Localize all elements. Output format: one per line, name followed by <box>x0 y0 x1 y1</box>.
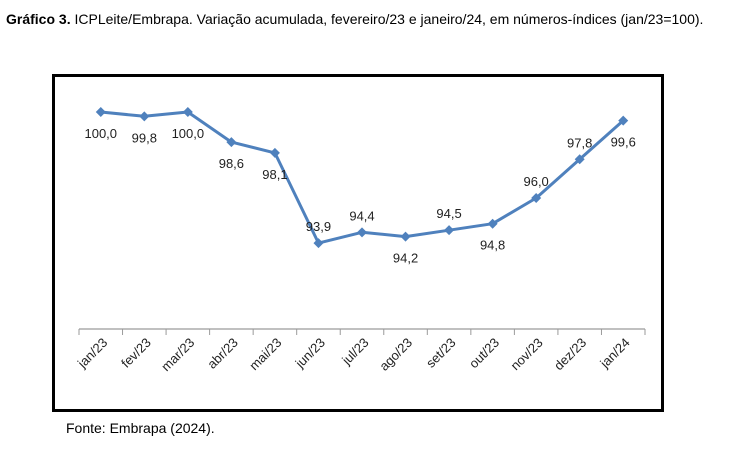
chart-frame: 100,0 99,8 100,0 98,6 98,1 93,9 94,4 94,2 94,5 94… <box>52 74 664 412</box>
data-label: 93,9 <box>306 219 331 234</box>
x-tick-label: mar/23 <box>158 335 197 374</box>
data-label: 98,1 <box>262 167 287 182</box>
data-label: 100,0 <box>84 126 117 141</box>
data-point-marker <box>226 137 237 148</box>
x-tick-label: set/23 <box>423 335 459 371</box>
data-label: 94,5 <box>436 206 461 221</box>
data-label: 96,0 <box>523 174 548 189</box>
data-labels: 100,0 99,8 100,0 98,6 98,1 93,9 94,4 94,2 94,5 94… <box>84 126 635 266</box>
x-tick-label: dez/23 <box>551 335 589 373</box>
data-point-marker <box>269 147 280 158</box>
x-tick-label: abr/23 <box>204 335 241 372</box>
x-tick-labels: jan/23 fev/23 mar/23 abr/23 mai/23 jun/23 jul/… <box>74 335 633 374</box>
x-tick-label: jan/24 <box>596 335 632 371</box>
data-label: 94,4 <box>349 208 374 223</box>
caption-text: ICPLeite/Embrapa. Variação acumulada, fe… <box>74 11 704 27</box>
data-point-marker <box>400 231 411 242</box>
caption-label: Gráfico 3. <box>6 11 71 27</box>
source-note: Fonte: Embrapa (2024). <box>66 420 215 436</box>
x-tick-label: ago/23 <box>376 335 415 374</box>
data-label: 97,8 <box>567 135 592 150</box>
data-point-marker <box>182 107 193 118</box>
data-point-marker <box>618 115 629 126</box>
data-label: 99,8 <box>132 130 157 145</box>
data-label: 100,0 <box>172 126 205 141</box>
x-tick-label: jun/23 <box>292 335 328 371</box>
x-tick-label: jul/23 <box>338 335 371 368</box>
series-markers <box>95 107 629 249</box>
x-tick-label: mai/23 <box>246 335 284 373</box>
data-label: 98,6 <box>219 156 244 171</box>
x-tick-label: jan/23 <box>74 335 110 371</box>
data-label: 94,8 <box>480 238 505 253</box>
x-axis-ticks <box>78 329 646 335</box>
data-label: 94,2 <box>393 251 418 266</box>
x-tick-label: out/23 <box>466 335 502 371</box>
data-label: 99,6 <box>611 135 636 150</box>
data-point-marker <box>531 192 542 203</box>
data-point-marker <box>313 238 324 249</box>
x-tick-label: nov/23 <box>507 335 545 373</box>
data-point-marker <box>574 154 585 165</box>
data-point-marker <box>357 227 367 238</box>
x-tick-label: fev/23 <box>118 335 154 371</box>
data-point-marker <box>95 107 106 118</box>
figure-caption: Gráfico 3. ICPLeite/Embrapa. Variação ac… <box>6 9 718 29</box>
line-chart: 100,0 99,8 100,0 98,6 98,1 93,9 94,4 94,2 94,5 94… <box>74 107 646 374</box>
data-point-marker <box>444 225 455 236</box>
data-point-marker <box>487 218 498 229</box>
data-point-marker <box>139 111 150 122</box>
